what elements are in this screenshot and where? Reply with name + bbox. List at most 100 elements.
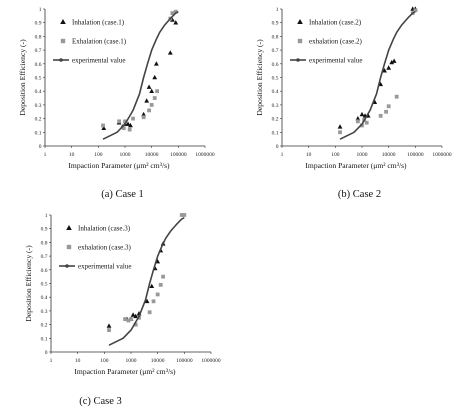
legend-inhalation-marker: [297, 19, 303, 24]
y-tick-label: 0.5: [272, 76, 279, 82]
legend-label: exhalation (case.2): [309, 38, 363, 46]
inhalation-point: [173, 20, 179, 25]
legend-exhalation-marker: [297, 38, 303, 44]
x-tick-label: 10000: [151, 358, 165, 364]
exhalation-point: [149, 103, 154, 107]
legend-inhalation-marker: [60, 19, 66, 24]
inhalation-point: [170, 17, 175, 22]
inhalation-point: [355, 116, 361, 121]
y-tick-label: 0.7: [35, 48, 42, 54]
inhalation-point: [149, 283, 155, 289]
inhalation-point: [391, 58, 397, 63]
inhalation-point: [382, 68, 387, 73]
y-tick-label: 0: [45, 350, 48, 356]
legend-exhalation-marker: [66, 244, 72, 250]
exhalation-point: [141, 115, 146, 120]
y-tick-label: 0.1: [272, 130, 279, 136]
legend-label: Exhalation (case.1): [72, 38, 127, 46]
y-tick-label: 0: [276, 144, 279, 150]
x-tick-label: 1: [281, 152, 284, 158]
y-tick-label: 0.5: [35, 76, 42, 82]
legend-label: Inhalation (case.1): [72, 19, 125, 27]
inhalation-point: [101, 125, 107, 130]
exhalation-point: [355, 119, 360, 124]
y-tick-label: 0.2: [272, 117, 279, 123]
inhalation-point: [153, 61, 159, 66]
caption-case-3: (c) Case 3: [79, 396, 122, 407]
y-tick-label: 0.6: [35, 62, 42, 68]
y-tick-label: 0.5: [41, 282, 48, 288]
y-tick-label: 0.4: [41, 295, 48, 301]
exhalation-point: [155, 292, 160, 297]
y-tick-label: 0.1: [35, 130, 42, 136]
experimental-curve: [108, 216, 185, 346]
exhalation-point: [126, 318, 131, 323]
chart-case-3: 0 0.1 0.2 0.3 0.4 0.5 0.6 0.7 0.8 0.9 1 1 10 100 1000 1…: [24, 213, 221, 376]
inhalation-point: [337, 124, 343, 129]
inhalation-point: [167, 50, 173, 55]
inhalation-point: [144, 298, 150, 304]
inhalation-point: [359, 111, 365, 117]
legend-label: experimental value: [309, 57, 362, 65]
chart-case-1: 0 0.1 0.2 0.3 0.4 0.5 0.6 0.7 0.8 0.9 1 1 10 100 1000 1…: [18, 7, 215, 170]
y-tick-label: 0.8: [272, 34, 279, 40]
legend-label: exhalation (case.3): [78, 244, 132, 252]
y-axis-title: Deposition Efficiency (-): [24, 245, 33, 322]
x-tick-label: 1000: [120, 152, 131, 158]
x-tick-label: 100: [94, 152, 103, 158]
exhalation-point: [121, 126, 126, 131]
x-axis-title: Impaction Parameter (μm² cm³/s): [68, 161, 170, 170]
inhalation-point: [149, 88, 155, 93]
y-tick-label: 0: [39, 144, 42, 150]
x-tick-label: 10: [75, 358, 81, 364]
exhalation-point: [173, 9, 178, 14]
x-tick-label: 1000: [126, 358, 137, 364]
x-tick-label: 1000000: [432, 152, 452, 158]
exhalation-point: [394, 94, 399, 99]
inhalation-point: [146, 84, 152, 89]
exhalation-point: [179, 213, 184, 217]
x-tick-label: 10000: [145, 152, 159, 158]
x-tick-label: 100000: [170, 152, 187, 158]
x-tick-label: 10: [69, 152, 75, 158]
exhalation-point: [101, 123, 105, 128]
exhalation-point: [161, 274, 166, 279]
y-tick-label: 0.2: [35, 117, 42, 123]
y-tick-label: 0.4: [35, 89, 42, 95]
legend-exhalation-marker: [60, 38, 66, 44]
x-tick-label: 100: [100, 358, 109, 364]
exhalation-point: [107, 328, 111, 332]
chart-case-2: 0 0.1 0.2 0.3 0.4 0.5 0.6 0.7 0.8 0.9 1 1 10 100 1000 1…: [255, 6, 452, 170]
y-tick-label: 0.1: [41, 336, 48, 342]
exhalation-point: [384, 109, 388, 114]
legend-experimental-marker: [296, 58, 300, 62]
exhalation-point: [123, 119, 127, 124]
y-axis-title: Deposition Efficiency (-): [18, 39, 27, 116]
y-tick-label: 0.8: [35, 34, 42, 40]
exhalation-point: [147, 108, 151, 113]
legend-label: experimental value: [78, 263, 131, 271]
y-tick-label: 0.8: [41, 240, 48, 246]
y-axis-title: Deposition Efficiency (-): [255, 39, 264, 116]
exhalation-point: [127, 127, 132, 132]
y-tick-label: 0.9: [35, 21, 42, 27]
inhalation-point: [141, 111, 147, 117]
exhalation-point: [131, 116, 135, 121]
inhalation-point: [128, 122, 133, 128]
exhalation-point: [170, 11, 175, 16]
exhalation-point: [133, 322, 138, 327]
y-tick-label: 0.7: [41, 254, 48, 260]
x-tick-label: 10000: [382, 152, 396, 158]
exhalation-point: [123, 317, 127, 322]
legend-label: Inhalation (case.2): [309, 19, 362, 27]
exhalation-point: [129, 317, 133, 322]
exhalation-point: [360, 123, 364, 128]
y-tick-label: 0.2: [41, 323, 48, 329]
exhalation-point: [147, 310, 152, 315]
legend-experimental-marker: [59, 58, 63, 62]
legend-label: Inhalation (case.3): [78, 225, 131, 233]
y-tick-label: 0.7: [272, 48, 279, 54]
exhalation-point: [378, 113, 383, 118]
y-tick-label: 1: [39, 7, 42, 13]
inhalation-point: [130, 312, 136, 317]
